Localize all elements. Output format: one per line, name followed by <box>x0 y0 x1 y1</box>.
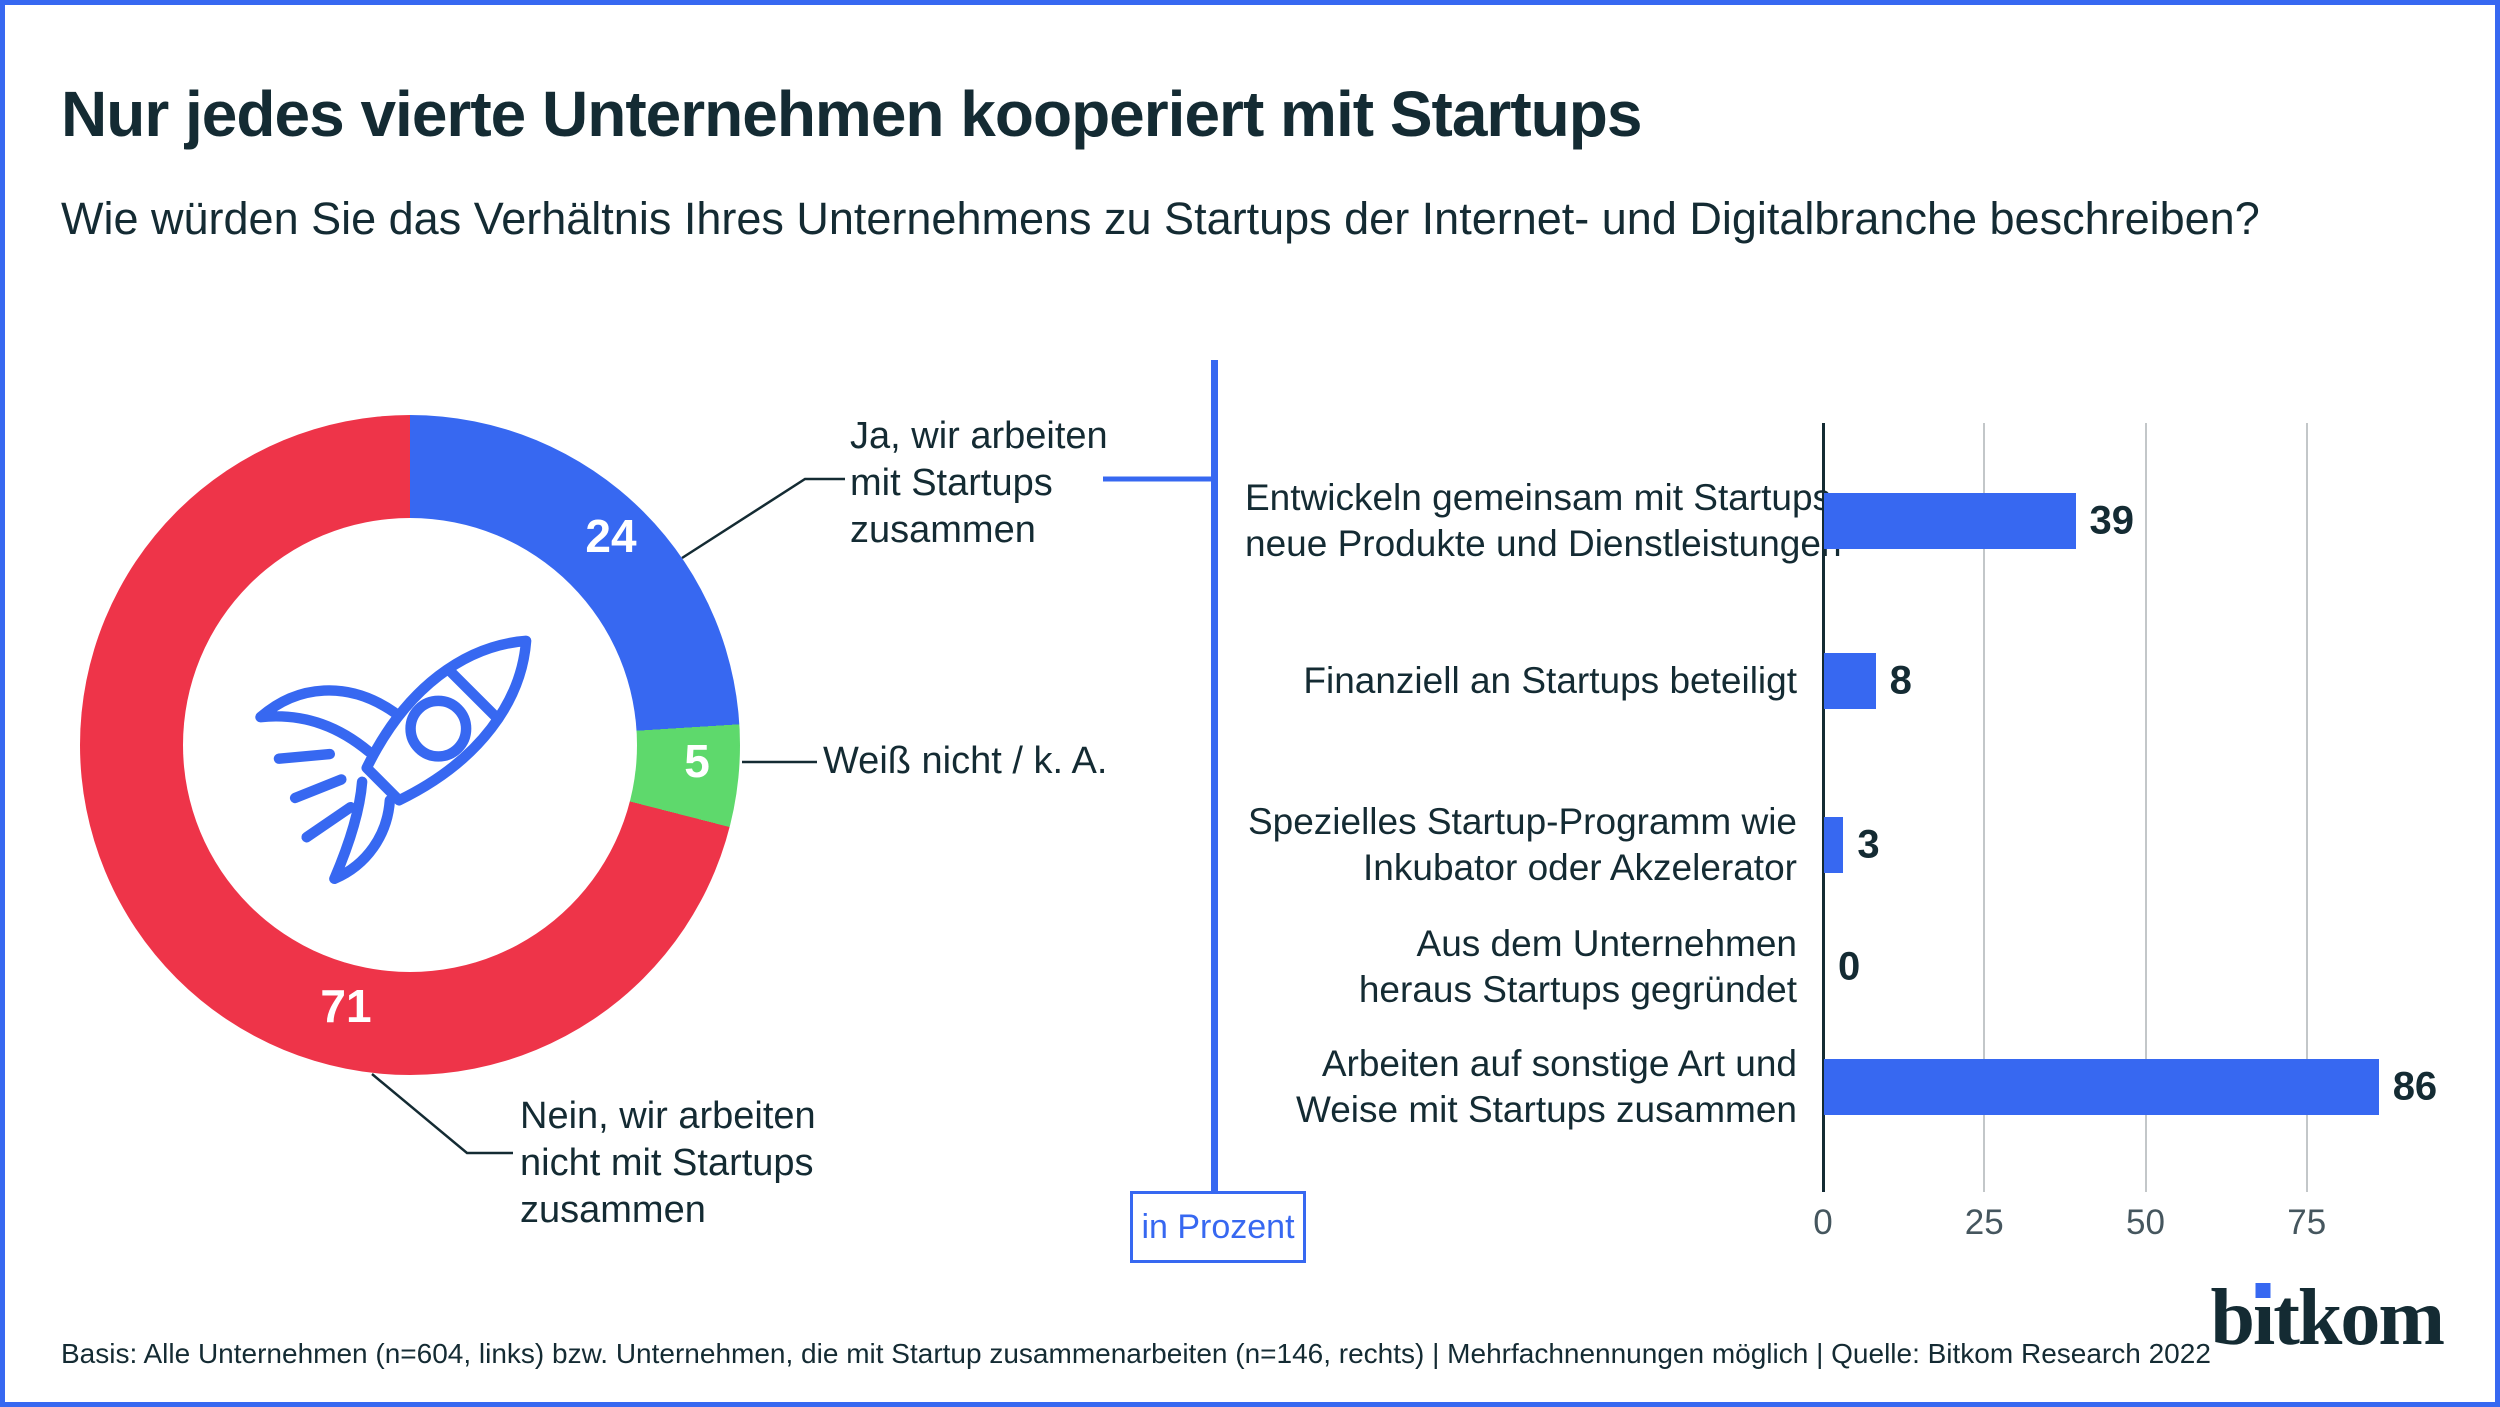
donut-segment-value: 24 <box>585 510 637 562</box>
bar <box>1824 1059 2379 1115</box>
bitkom-logo: bı tkom <box>2210 1274 2445 1362</box>
axis-tick-label: 75 <box>2287 1203 2327 1242</box>
bar-chart: 0 25 50 75 Entwickeln gemeinsam mit Startups… <box>1245 423 2438 1243</box>
bar-value-label: 0 <box>1838 944 1861 989</box>
donut-callout-label: Nein, wir arbeiten nicht mit Startups zusa… <box>520 1095 816 1231</box>
donut-callout-label: Weiß nicht / k. A. <box>823 740 1108 782</box>
unit-label-box: in Prozent <box>1130 1191 1306 1263</box>
bar <box>1824 653 1876 709</box>
bar <box>1824 493 2076 549</box>
bar-category-label: Arbeiten auf sonstige Art und Weise mit S… <box>1295 1043 1797 1130</box>
axis-tick <box>1983 1172 1986 1192</box>
bar-value-label: 8 <box>1889 658 1912 703</box>
bar-value-label: 86 <box>2392 1064 2438 1109</box>
bar <box>1824 817 1844 873</box>
bar-category-label: Entwickeln gemeinsam mit Startups neue Pr… <box>1245 477 1842 564</box>
axis-tick-label: 25 <box>1964 1203 2004 1242</box>
bar-value-label: 39 <box>2089 498 2135 543</box>
bar-chart-gridline <box>2144 423 2147 1172</box>
donut-callout-label: Ja, wir arbeiten mit Startups zusammen <box>850 415 1108 551</box>
logo-letter-i: ı <box>2252 1274 2275 1362</box>
axis-tick-label: 50 <box>2126 1203 2165 1242</box>
bar-category-label: Spezielles Startup-Programm wie Inkubator… <box>1247 801 1797 888</box>
source-note: Basis: Alle Unternehmen (n=604, links) b… <box>61 1338 2211 1369</box>
axis-tick-label: 0 <box>1813 1203 1833 1242</box>
axis-tick <box>2144 1172 2147 1192</box>
axis-tick <box>1822 1172 1825 1192</box>
donut-segment-value: 71 <box>320 980 372 1032</box>
unit-label: in Prozent <box>1141 1207 1295 1246</box>
bar-chart-gridline <box>2305 423 2308 1172</box>
bar-category-label: Aus dem Unternehmen heraus Startups gegrü… <box>1358 923 1797 1010</box>
bar-chart-axis-line <box>1822 423 1825 1172</box>
section-divider-line <box>1211 360 1218 1191</box>
donut-segment-value: 5 <box>684 735 710 787</box>
page-title: Nur jedes vierte Unternehmen kooperiert … <box>61 78 1642 150</box>
bar-value-label: 3 <box>1857 822 1880 867</box>
rocket-icon <box>255 635 532 885</box>
page-subtitle: Wie würden Sie das Verhältnis Ihres Unte… <box>61 193 2260 244</box>
axis-tick <box>2305 1172 2308 1192</box>
bar-chart-gridline <box>1983 423 1986 1172</box>
bar-category-label: Finanziell an Startups beteiligt <box>1303 660 1797 701</box>
donut-chart: 24 5 71 <box>80 415 740 1075</box>
logo-blue-dot <box>2255 1283 2271 1298</box>
